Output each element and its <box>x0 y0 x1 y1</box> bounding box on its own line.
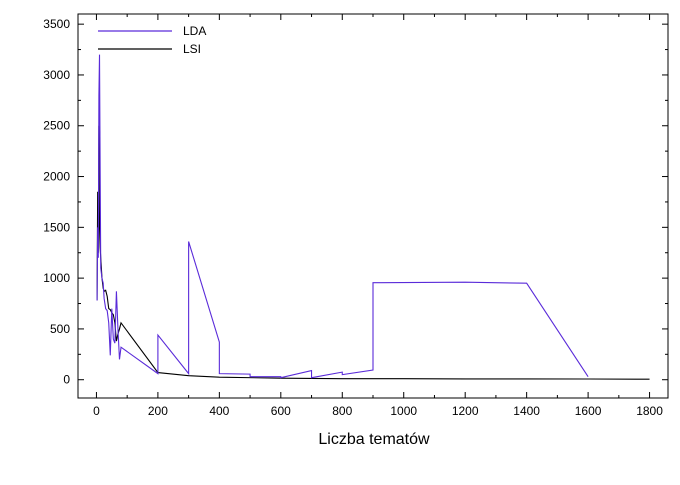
y-tick-label: 0 <box>63 373 70 387</box>
plot-area <box>96 54 650 380</box>
series-line-lda <box>96 54 589 379</box>
x-tick-label: 600 <box>271 404 291 418</box>
y-tick-label: 1500 <box>43 220 70 234</box>
x-tick-label: 400 <box>209 404 229 418</box>
x-tick-label: 1600 <box>575 404 602 418</box>
legend: LDA LSI <box>98 24 206 56</box>
x-tick-label: 1000 <box>390 404 417 418</box>
x-tick-label: 1200 <box>452 404 479 418</box>
y-tick-label: 3500 <box>43 17 70 31</box>
x-tick-label: 0 <box>93 404 100 418</box>
x-tick-label: 1400 <box>513 404 540 418</box>
y-tick-label: 2000 <box>43 170 70 184</box>
x-tick-label: 1800 <box>636 404 663 418</box>
x-tick-label: 800 <box>332 404 352 418</box>
legend-label-lsi: LSI <box>183 42 201 56</box>
y-tick-label: 500 <box>50 322 70 336</box>
y-tick-label: 2500 <box>43 119 70 133</box>
x-tick-label: 200 <box>148 404 168 418</box>
axes: 0 200 400 600 800 1000 1200 1400 1600 1800 0 500 100… <box>43 13 669 418</box>
y-tick-label: 1000 <box>43 271 70 285</box>
y-tick-label: 3000 <box>43 68 70 82</box>
x-axis-title: Liczba tematów <box>318 431 430 448</box>
legend-label-lda: LDA <box>183 24 206 38</box>
